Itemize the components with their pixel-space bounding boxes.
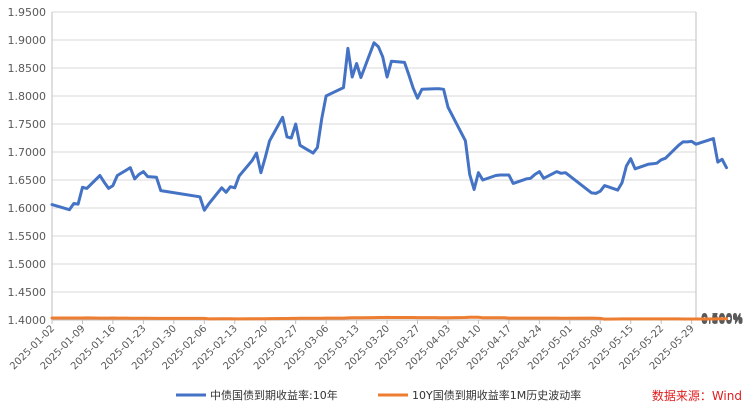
left-tick-label: 1.5000 (8, 258, 47, 271)
left-tick-label: 1.6500 (8, 174, 47, 187)
left-tick-label: 1.7500 (8, 118, 47, 131)
series-line-volatility (50, 315, 728, 321)
left-tick-label: 1.5500 (8, 230, 47, 243)
left-tick-label: 1.6000 (8, 202, 47, 215)
left-y-axis: 1.4000 1.4500 1.5000 1.5500 1.6000 1.6500 1.70… (8, 6, 53, 327)
source-note: 数据来源：Wind (652, 388, 742, 403)
legend: 中债国债到期收益率:10年 10Y国债到期收益率1M历史波动率 (176, 388, 581, 402)
right-tick-label: 0.000% (701, 314, 743, 327)
left-tick-label: 1.4500 (8, 286, 47, 299)
x-axis: 2025-01-022025-01-092025-01-162025-01-23… (8, 319, 697, 372)
left-tick-label: 1.7000 (8, 146, 47, 159)
left-tick-label: 1.8500 (8, 62, 47, 75)
gridlines (52, 11, 696, 321)
legend-label-yield: 中债国债到期收益率:10年 (210, 388, 338, 402)
left-tick-label: 1.8000 (8, 90, 47, 103)
legend-label-volatility: 10Y国债到期收益率1M历史波动率 (412, 388, 581, 402)
left-tick-label: 1.9500 (8, 6, 47, 19)
series-lines (50, 41, 728, 321)
right-y-axis: 0.000%0.100%0.200%0.300%0.400%0.500%0.60… (695, 12, 743, 327)
left-tick-label: 1.9000 (8, 34, 47, 47)
series-line-yield (50, 41, 728, 212)
left-tick-label: 1.4000 (8, 314, 47, 327)
